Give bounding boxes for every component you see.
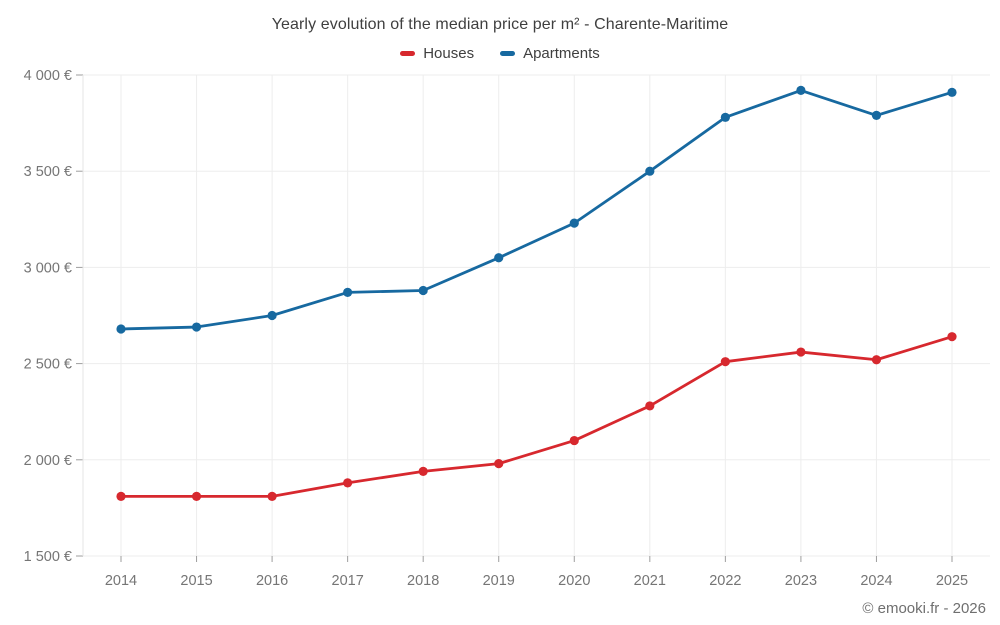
copyright-text: © emooki.fr - 2026 bbox=[862, 600, 986, 617]
data-point-houses-2020[interactable] bbox=[569, 435, 579, 446]
x-tick-label: 2025 bbox=[936, 573, 968, 589]
data-point-houses-2022[interactable] bbox=[720, 357, 730, 367]
y-tick-label: 4 000 € bbox=[24, 68, 72, 84]
data-point-apartments-2022[interactable] bbox=[720, 112, 730, 122]
legend-swatch-houses bbox=[400, 51, 416, 56]
data-point-apartments-2018[interactable] bbox=[418, 285, 428, 296]
y-tick-label: 1 500 € bbox=[24, 549, 72, 565]
data-point-apartments-2015[interactable] bbox=[191, 322, 202, 332]
data-point-houses-2014[interactable] bbox=[116, 491, 126, 501]
x-tick-label: 2015 bbox=[180, 573, 212, 589]
legend-label-houses: Houses bbox=[423, 45, 475, 62]
data-point-apartments-2021[interactable] bbox=[645, 166, 655, 176]
data-point-houses-2023[interactable] bbox=[796, 347, 806, 357]
chart-legend: Houses Apartments bbox=[0, 45, 1000, 62]
data-point-houses-2016[interactable] bbox=[267, 491, 277, 501]
x-tick-label: 2014 bbox=[105, 573, 137, 589]
series-line-houses bbox=[119, 335, 954, 498]
data-point-apartments-2016[interactable] bbox=[267, 310, 277, 321]
data-point-houses-2025[interactable] bbox=[947, 332, 957, 342]
x-tick-label: 2020 bbox=[558, 573, 590, 589]
data-point-houses-2017[interactable] bbox=[343, 478, 353, 488]
y-tick-label: 3 500 € bbox=[24, 164, 72, 180]
y-tick-label: 2 000 € bbox=[24, 453, 72, 469]
data-point-apartments-2017[interactable] bbox=[343, 287, 353, 298]
data-point-apartments-2023[interactable] bbox=[796, 85, 806, 95]
legend-label-apartments: Apartments bbox=[523, 45, 600, 62]
legend-item-houses[interactable]: Houses bbox=[400, 45, 474, 62]
data-point-houses-2018[interactable] bbox=[418, 466, 428, 476]
y-tick-label: 2 500 € bbox=[24, 357, 72, 373]
data-point-apartments-2020[interactable] bbox=[569, 218, 579, 228]
data-point-houses-2019[interactable] bbox=[494, 459, 504, 469]
x-tick-label: 2017 bbox=[332, 573, 364, 589]
data-point-apartments-2019[interactable] bbox=[494, 253, 504, 263]
data-point-apartments-2025[interactable] bbox=[947, 87, 957, 97]
data-point-apartments-2024[interactable] bbox=[871, 110, 882, 121]
legend-swatch-apartments bbox=[500, 51, 516, 56]
x-tick-label: 2018 bbox=[407, 573, 439, 589]
chart-title: Yearly evolution of the median price per… bbox=[271, 16, 729, 33]
data-point-houses-2015[interactable] bbox=[191, 491, 202, 501]
x-tick-label: 2022 bbox=[709, 573, 741, 589]
series-line-apartments bbox=[119, 88, 954, 331]
x-tick-label: 2019 bbox=[483, 573, 515, 589]
x-tick-label: 2023 bbox=[785, 573, 817, 589]
x-tick-label: 2021 bbox=[634, 573, 666, 589]
legend-item-apartments[interactable]: Apartments bbox=[500, 45, 600, 62]
x-tick-label: 2016 bbox=[256, 573, 288, 589]
data-point-houses-2024[interactable] bbox=[871, 355, 882, 365]
data-point-houses-2021[interactable] bbox=[645, 401, 655, 411]
data-point-apartments-2014[interactable] bbox=[116, 324, 126, 334]
x-tick-label: 2024 bbox=[860, 573, 892, 589]
y-tick-label: 3 000 € bbox=[24, 260, 72, 276]
